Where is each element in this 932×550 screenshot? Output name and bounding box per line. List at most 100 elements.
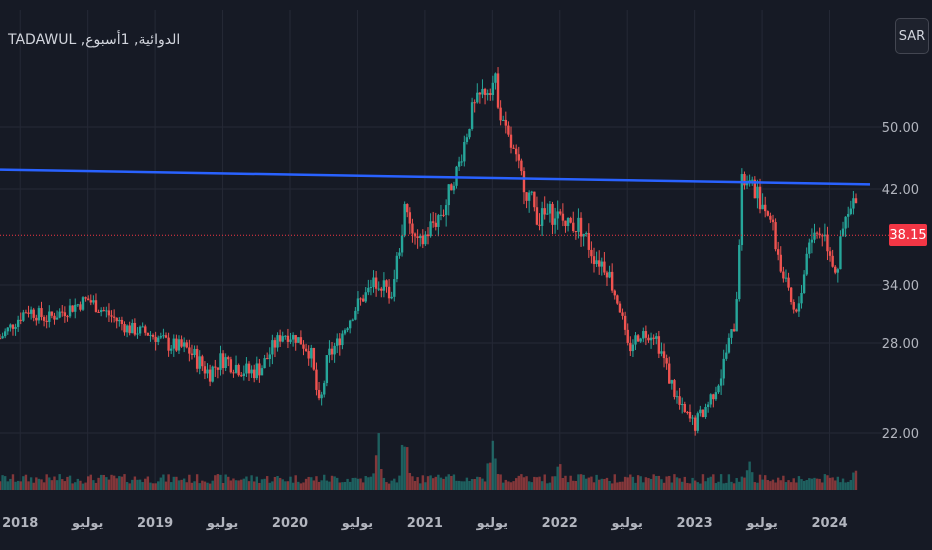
candle-body — [193, 348, 196, 355]
candle-body — [0, 338, 2, 340]
volume-bar — [852, 472, 855, 490]
candle-body — [377, 288, 380, 290]
candle-body — [177, 339, 181, 351]
candle-body — [367, 287, 370, 293]
trendline — [0, 168, 871, 186]
volume-bar — [590, 476, 593, 490]
candle-body — [250, 369, 253, 374]
y-tick-label: 22.00 — [882, 427, 919, 442]
volume-bar — [255, 476, 258, 490]
volume-bar — [253, 481, 256, 490]
currency-button[interactable]: SAR — [895, 18, 929, 54]
candle-body — [227, 357, 230, 360]
candle-body — [795, 309, 798, 312]
candle-body — [84, 297, 87, 299]
volume-bar — [603, 478, 606, 490]
candle-body — [608, 271, 611, 278]
volume-bar — [551, 476, 554, 490]
candle-body — [776, 249, 780, 255]
candle-body — [265, 358, 269, 360]
candle-body — [81, 297, 85, 310]
candle-body — [224, 357, 227, 369]
candle-body — [154, 336, 157, 342]
candle-body — [232, 372, 235, 374]
volume-bar — [696, 482, 699, 490]
candle-body — [535, 207, 539, 225]
volume-bar — [260, 479, 264, 490]
candle-body — [696, 413, 699, 431]
candle-body — [564, 220, 567, 226]
candle-body — [22, 312, 25, 321]
x-tick-label: يوليو — [611, 516, 643, 531]
candle-body — [514, 148, 518, 155]
candle-body — [297, 337, 300, 343]
volume-bar — [216, 474, 220, 490]
volume-bar — [276, 476, 279, 490]
candle-body — [512, 147, 515, 149]
candle-body — [421, 235, 425, 245]
candle-body — [294, 335, 297, 343]
candle-body — [240, 375, 243, 377]
volume-bar — [99, 474, 103, 490]
volume-bar — [548, 482, 552, 490]
volume-bar — [574, 480, 578, 490]
volume-bar — [310, 477, 313, 490]
volume-bar — [533, 476, 536, 490]
volume-bar — [808, 478, 811, 490]
candle-body — [312, 347, 316, 370]
volume-bar — [455, 480, 458, 490]
candle-body — [74, 304, 77, 312]
candle-body — [574, 231, 578, 233]
candle-body — [253, 369, 256, 379]
candle-body — [839, 236, 842, 270]
volume-bar — [182, 478, 186, 490]
volume-bar — [538, 476, 541, 490]
volume-bar — [133, 476, 137, 490]
candle-body — [764, 204, 767, 212]
volume-bar — [559, 464, 562, 490]
volume-bar — [665, 476, 668, 490]
candle-body — [237, 364, 240, 376]
volume-bar — [431, 478, 435, 490]
volume-bar — [385, 482, 388, 490]
candle-body — [159, 336, 163, 338]
candle-body — [172, 338, 175, 349]
volume-bar — [364, 476, 367, 490]
candle-body — [273, 340, 277, 348]
candle-body — [660, 351, 663, 354]
volume-bar — [668, 475, 671, 490]
candle-body — [328, 348, 331, 356]
volume-bar — [509, 482, 513, 490]
candle-body — [722, 358, 725, 379]
volume-bar — [787, 480, 790, 490]
candle-body — [61, 311, 64, 313]
candle-body — [214, 366, 217, 368]
volume-bar — [714, 483, 718, 490]
volume-bar — [626, 477, 629, 490]
candle-body — [732, 329, 736, 332]
candle-body — [494, 73, 497, 83]
candle-body — [45, 320, 48, 322]
candle-body — [655, 336, 658, 339]
volume-bar — [756, 482, 759, 490]
candle-body — [118, 319, 121, 322]
candle-body — [141, 326, 144, 328]
volume-bar — [751, 472, 754, 490]
candle-body — [478, 92, 482, 95]
candle-body — [380, 288, 383, 291]
x-tick-label: 2019 — [137, 516, 173, 531]
candle-body — [709, 394, 712, 405]
candle-body — [3, 331, 7, 337]
last-price-label: 38.15 — [889, 224, 927, 247]
volume-bar — [613, 474, 616, 490]
volume-bar — [587, 477, 591, 490]
volume-bar — [535, 477, 539, 490]
x-tick-label: 2018 — [2, 516, 38, 531]
candle-body — [774, 222, 777, 250]
candle-body — [361, 298, 365, 302]
volume-bar — [393, 478, 396, 490]
candle-body — [206, 369, 209, 374]
volume-bar — [263, 478, 266, 490]
